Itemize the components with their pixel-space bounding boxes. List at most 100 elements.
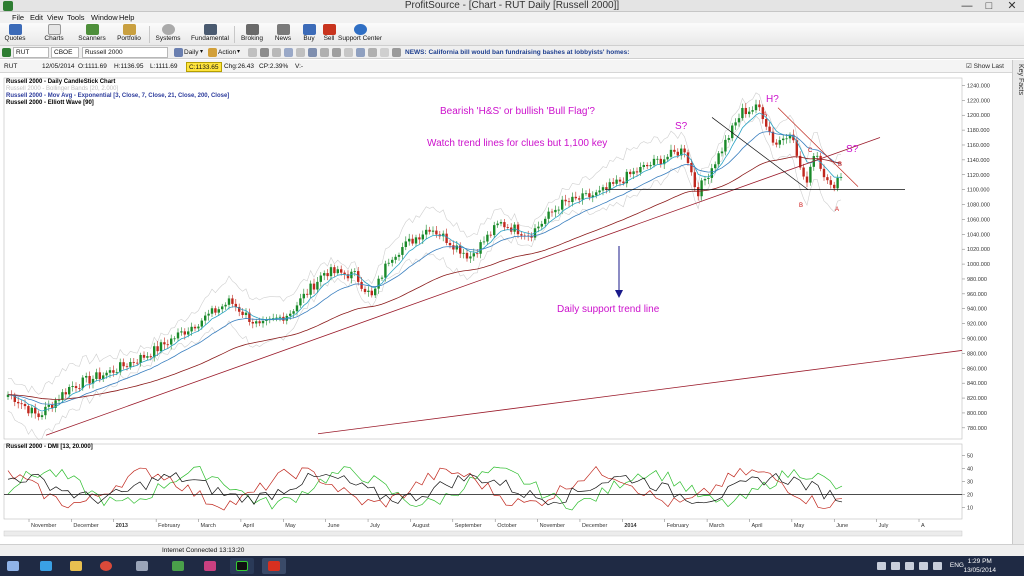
security-name-field[interactable]: Russell 2000 — [82, 47, 168, 58]
exchange-field[interactable]: CBOE — [51, 47, 79, 58]
menu-window[interactable]: Window — [91, 13, 118, 22]
candle-body — [367, 290, 370, 292]
charts-button[interactable]: Charts — [42, 24, 66, 45]
taskbar-app[interactable] — [130, 558, 154, 574]
tray-icon[interactable] — [877, 562, 886, 570]
candle-body — [496, 223, 499, 226]
taskbar-explorer[interactable] — [64, 558, 88, 574]
tool-icon[interactable] — [308, 48, 317, 57]
taskbar-chrome[interactable] — [94, 558, 118, 574]
candle-body — [20, 403, 23, 405]
app-icon — [204, 561, 216, 571]
tool-icon[interactable] — [284, 48, 293, 57]
price-chart[interactable]: 1240.000 1220.000 1200.000 1180.000 1160.000… — [0, 74, 1012, 544]
menu-help[interactable]: Help — [119, 13, 135, 22]
candle-body — [122, 362, 125, 367]
tool-icon[interactable] — [248, 48, 257, 57]
tool-icon[interactable] — [296, 48, 305, 57]
info-open: O:1111.69 — [78, 63, 107, 70]
clock[interactable]: 1:29 PM 13/05/2014 — [963, 557, 996, 575]
show-last-label: Show Last — [973, 63, 1004, 70]
tray-icon[interactable] — [891, 562, 900, 570]
menu-edit[interactable]: Edit — [30, 13, 43, 22]
candle-body — [183, 331, 186, 335]
candle-body — [149, 356, 152, 358]
candle-body — [479, 242, 482, 254]
buy-button[interactable]: Buy — [300, 24, 318, 45]
candle-body — [554, 209, 557, 213]
candle-body — [156, 346, 159, 352]
portfolio-icon — [122, 24, 136, 35]
period-dropdown[interactable]: Daily — [184, 49, 199, 56]
volume-icon[interactable] — [933, 562, 942, 570]
close-button[interactable]: ✕ — [1007, 0, 1017, 12]
title-bar: ProfitSource - [Chart - RUT Daily [Russe… — [0, 0, 1024, 12]
menu-tools[interactable]: Tools — [67, 13, 85, 22]
time-axis-label: July — [370, 523, 380, 529]
chrome-icon — [100, 561, 112, 571]
portfolio-button[interactable]: Portfolio — [115, 24, 143, 45]
candle-body — [370, 290, 373, 296]
annotation-bearish-hs: Bearish 'H&S' or bullish 'Bull Flag'? — [440, 106, 595, 117]
menu-file[interactable]: File — [12, 13, 25, 22]
candle-body — [302, 293, 305, 299]
support-center-button[interactable]: Support Center — [338, 24, 382, 45]
candle-body — [493, 225, 496, 236]
tool-icon[interactable] — [368, 48, 377, 57]
news-button[interactable]: News — [273, 24, 293, 45]
menu-bar: File Edit View Tools Window Help — [0, 12, 1024, 23]
tray-icon[interactable] — [905, 562, 914, 570]
tool-icon[interactable] — [356, 48, 365, 57]
candle-body — [275, 317, 278, 319]
tool-icon[interactable] — [392, 48, 401, 57]
taskbar-app[interactable] — [166, 558, 190, 574]
tool-icon[interactable] — [320, 48, 329, 57]
candle-body — [476, 253, 479, 255]
sell-button[interactable]: Sell — [320, 24, 338, 45]
taskbar-profitsource[interactable] — [262, 558, 286, 574]
quotes-button[interactable]: Quotes — [4, 24, 26, 45]
systems-button[interactable]: Systems — [155, 24, 181, 45]
taskbar-app[interactable] — [230, 558, 254, 574]
candle-body — [265, 319, 268, 321]
ema-7-line — [7, 112, 842, 412]
key-facts-side-tab[interactable]: Key Facts — [1012, 60, 1024, 544]
tool-icon[interactable] — [332, 48, 341, 57]
broking-button[interactable]: Broking — [240, 24, 264, 45]
menu-view[interactable]: View — [47, 13, 64, 22]
tool-icon[interactable] — [272, 48, 281, 57]
candle-body — [642, 164, 645, 167]
candle-body — [625, 171, 628, 184]
minimize-button[interactable]: — — [961, 0, 973, 12]
tool-icon[interactable] — [260, 48, 269, 57]
adx-line — [7, 472, 843, 506]
candle-body — [23, 403, 27, 407]
wedge-upper-line — [711, 117, 809, 190]
language-indicator[interactable]: ENG — [949, 562, 964, 569]
show-last-checkbox[interactable]: ☑ Show Last — [966, 63, 1004, 70]
candle-body — [224, 304, 227, 307]
chevron-down-icon[interactable]: ▾ — [200, 49, 204, 55]
connection-status: Internet Connected 13:13:20 — [162, 547, 245, 554]
candle-body — [748, 111, 751, 115]
info-high: H:1136.95 — [114, 63, 144, 70]
maximize-button[interactable]: □ — [985, 0, 993, 12]
taskbar-ie[interactable] — [34, 558, 58, 574]
candle-body — [822, 168, 826, 178]
news-ticker[interactable]: NEWS: California bill would ban fundrais… — [405, 49, 630, 56]
internet-explorer-icon — [40, 561, 52, 571]
chevron-down-icon[interactable]: ▾ — [237, 49, 241, 55]
symbol-input[interactable]: RUT — [13, 47, 49, 58]
tool-icon[interactable] — [380, 48, 389, 57]
start-button[interactable] — [2, 558, 24, 574]
candle-body — [836, 177, 839, 189]
fundamental-button[interactable]: Fundamental — [191, 24, 229, 45]
action-dropdown[interactable]: Action — [218, 49, 237, 56]
candle-body — [731, 125, 734, 139]
clock-time: 1:29 PM — [967, 558, 992, 565]
profitsource-icon — [268, 561, 280, 571]
network-icon[interactable] — [919, 562, 928, 570]
taskbar-app[interactable] — [198, 558, 222, 574]
tool-icon[interactable] — [344, 48, 353, 57]
scanners-button[interactable]: Scanners — [78, 24, 106, 45]
